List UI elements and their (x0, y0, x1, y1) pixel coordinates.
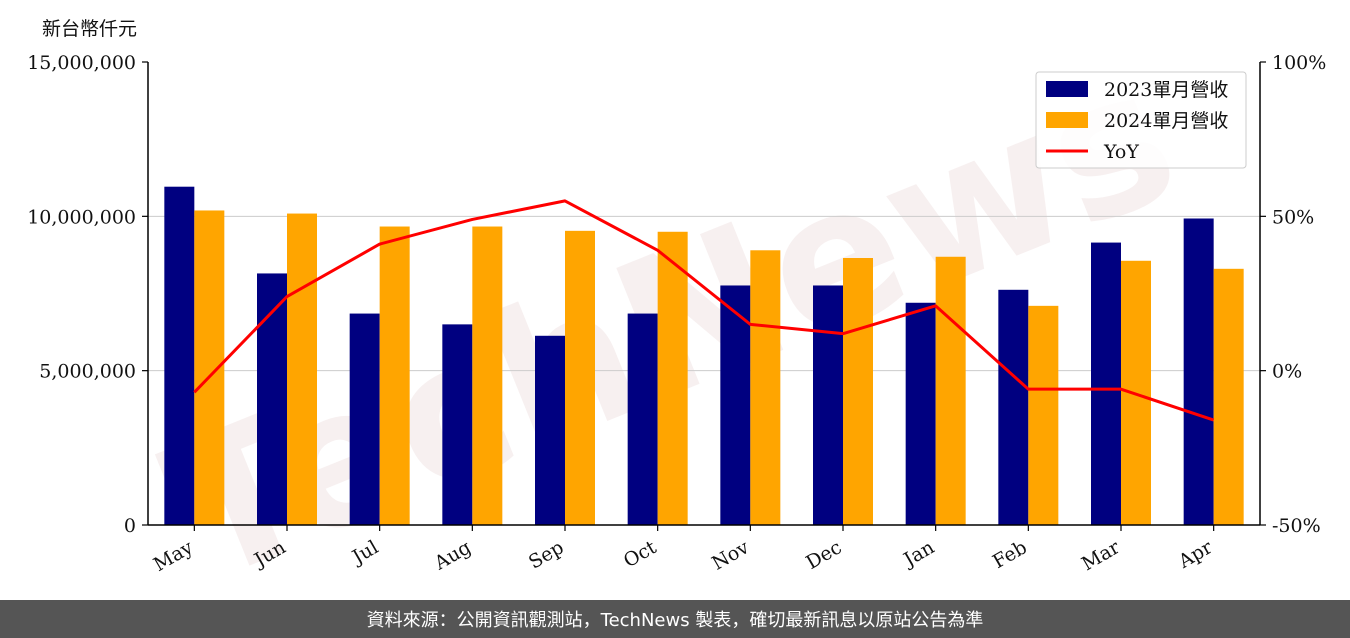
bar-2023 (998, 289, 1029, 525)
bar-2024 (843, 258, 873, 525)
x-tick-label: Nov (708, 536, 753, 575)
x-tick-label: Feb (989, 536, 1031, 573)
bar-2024 (287, 213, 317, 525)
legend-swatch (1046, 112, 1088, 128)
bar-2023 (720, 285, 751, 525)
bar-2023 (349, 313, 380, 525)
y2-tick-label: -50% (1272, 515, 1321, 537)
x-tick-label: Oct (620, 536, 661, 572)
bar-2024 (472, 226, 503, 525)
y-tick-label: 15,000,000 (27, 52, 136, 74)
x-tick-label: Apr (1174, 536, 1217, 573)
y2-tick-label: 100% (1272, 52, 1326, 74)
legend-swatch (1046, 81, 1088, 97)
revenue-chart: 0 5,000,000 10,000,000 15,000,000 -50% 0% 50% 1… (27, 52, 1326, 576)
bar-2023 (442, 324, 473, 525)
legend-label: YoY (1103, 141, 1139, 163)
bar-2024 (750, 250, 781, 525)
bar-2023 (164, 186, 195, 525)
y-tick-label: 0 (124, 515, 136, 537)
bar-2023 (1183, 218, 1214, 525)
y2-tick-label: 50% (1272, 206, 1314, 228)
x-tick-label: Jun (249, 536, 290, 572)
bar-2023 (1091, 242, 1121, 525)
y-axis-unit-label: 新台幣仟元 (42, 18, 138, 40)
legend-label: 2024單月營收 (1104, 110, 1228, 132)
bar-2024 (935, 256, 966, 525)
bar-2024 (657, 231, 688, 525)
y-tick-label: 5,000,000 (39, 361, 136, 383)
bar-2023 (813, 285, 843, 525)
y-tick-label: 10,000,000 (27, 206, 136, 228)
bar-2023 (257, 273, 287, 525)
x-tick-label: Mar (1078, 536, 1124, 575)
x-tick-label: Jul (347, 536, 382, 569)
x-tick-label: Sep (525, 536, 568, 573)
bar-2023 (627, 313, 658, 525)
legend-label: 2023單月營收 (1104, 79, 1228, 101)
bar-2023 (535, 335, 565, 525)
x-tick-label: May (150, 536, 197, 576)
bar-2024 (379, 226, 410, 525)
source-footer: 資料來源：公開資訊觀測站，TechNews 製表，確切最新訊息以原站公告為準 (0, 600, 1350, 638)
yoy-line (193, 199, 1215, 422)
x-tick-label: Dec (802, 536, 845, 574)
x-tick-label: Aug (430, 536, 475, 575)
bar-2023 (905, 302, 936, 525)
legend-box (1035, 71, 1247, 169)
bar-2024 (1028, 305, 1059, 525)
bar-2024 (565, 230, 595, 525)
y2-tick-label: 0% (1272, 361, 1302, 383)
x-tick-label: Jan (898, 536, 938, 572)
bar-2024 (1213, 268, 1244, 525)
